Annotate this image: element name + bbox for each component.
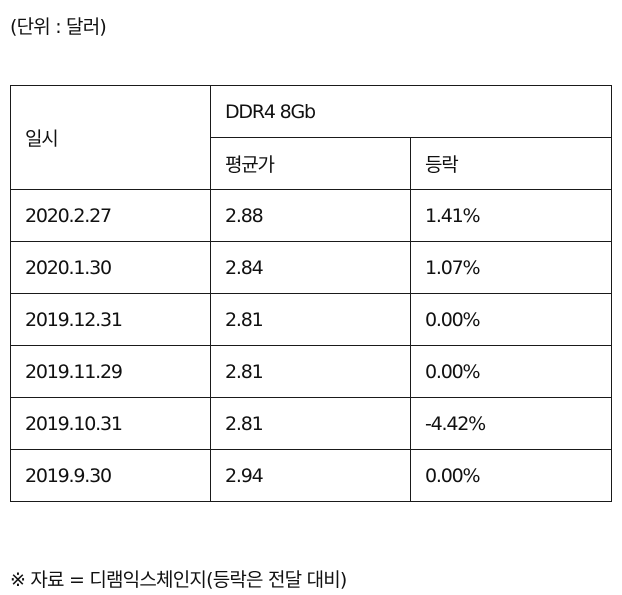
- header-date: 일시: [10, 85, 211, 190]
- table-row: 2019.11.29 2.81 0.00%: [10, 345, 612, 398]
- cell-change: 0.00%: [410, 345, 612, 398]
- table-row: 2020.2.27 2.88 1.41%: [10, 189, 612, 242]
- table-header-row: 일시 DDR4 8Gb: [10, 85, 612, 190]
- table-row: 2019.12.31 2.81 0.00%: [10, 293, 612, 346]
- cell-date: 2019.10.31: [10, 397, 211, 450]
- dram-price-table: 일시 DDR4 8Gb 평균가 등락 2020.2.27 2.88 1.41% …: [10, 85, 612, 502]
- unit-note: (단위 : 달러): [10, 16, 107, 38]
- cell-avg-price: 2.88: [210, 189, 411, 242]
- table-row: 2019.9.30 2.94 0.00%: [10, 449, 612, 502]
- cell-date: 2020.2.27: [10, 189, 211, 242]
- table-row: 2019.10.31 2.81 -4.42%: [10, 397, 612, 450]
- cell-change: -4.42%: [410, 397, 612, 450]
- source-note: ※ 자료 = 디램익스체인지(등락은 전달 대비): [10, 569, 347, 591]
- cell-avg-price: 2.94: [210, 449, 411, 502]
- cell-date: 2019.9.30: [10, 449, 211, 502]
- cell-change: 1.07%: [410, 241, 612, 294]
- header-product: DDR4 8Gb: [210, 85, 612, 138]
- table-row: 2020.1.30 2.84 1.07%: [10, 241, 612, 294]
- header-change: 등락: [410, 137, 612, 190]
- cell-date: 2020.1.30: [10, 241, 211, 294]
- cell-avg-price: 2.81: [210, 397, 411, 450]
- header-avg-price: 평균가: [210, 137, 411, 190]
- cell-date: 2019.11.29: [10, 345, 211, 398]
- cell-avg-price: 2.81: [210, 345, 411, 398]
- cell-change: 0.00%: [410, 449, 612, 502]
- cell-change: 0.00%: [410, 293, 612, 346]
- cell-change: 1.41%: [410, 189, 612, 242]
- cell-date: 2019.12.31: [10, 293, 211, 346]
- cell-avg-price: 2.81: [210, 293, 411, 346]
- table-subheader-row: 평균가 등락: [11, 137, 612, 190]
- cell-avg-price: 2.84: [210, 241, 411, 294]
